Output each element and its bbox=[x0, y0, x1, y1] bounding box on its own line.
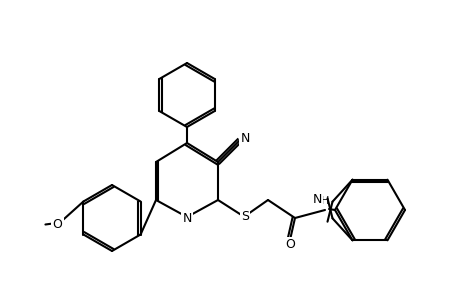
Text: O: O bbox=[285, 239, 294, 252]
Text: S: S bbox=[241, 210, 248, 223]
Text: N: N bbox=[240, 132, 249, 145]
Text: N: N bbox=[182, 213, 191, 225]
Text: N: N bbox=[312, 193, 321, 206]
Text: H: H bbox=[320, 196, 329, 206]
Text: O: O bbox=[52, 218, 62, 231]
